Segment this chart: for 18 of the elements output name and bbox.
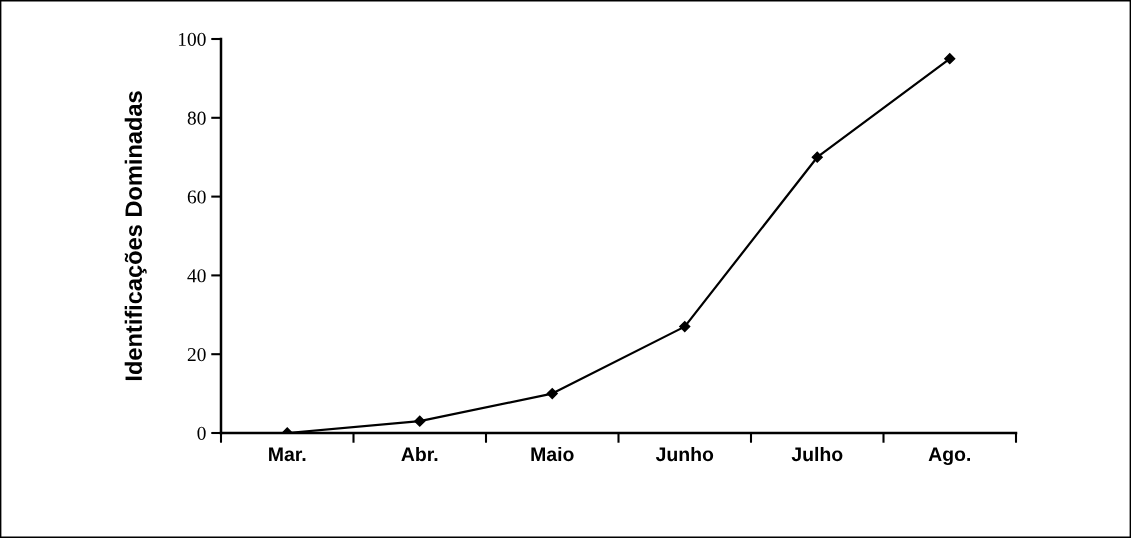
y-tick-label: 40: [187, 269, 206, 283]
x-tick-label: Abr.: [401, 446, 438, 462]
y-axis-title: Identificações Dominadas: [124, 91, 147, 381]
y-tick-label: 60: [187, 190, 206, 204]
y-tick-label: 80: [187, 111, 206, 125]
x-tick-label: Maio: [531, 446, 574, 462]
y-tick-label: 0: [197, 426, 206, 440]
y-tick-label: 20: [187, 348, 206, 362]
y-tick-label: 100: [178, 32, 206, 46]
point: [679, 321, 691, 333]
point: [811, 151, 823, 163]
x-tick-label: Ago.: [928, 447, 971, 466]
point: [944, 53, 956, 65]
x-tick-label: Junho: [655, 446, 714, 462]
x-tick-label: Mar.: [269, 447, 306, 462]
point: [414, 415, 426, 427]
x-tick-label: Julho: [791, 446, 843, 462]
point: [546, 387, 558, 400]
